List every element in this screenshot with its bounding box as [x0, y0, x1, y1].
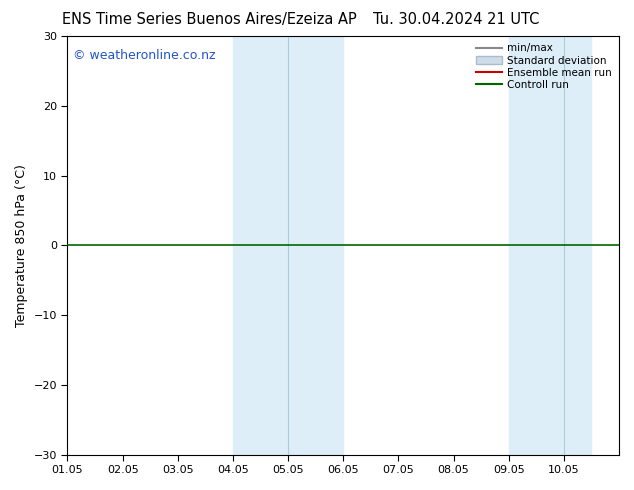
Bar — [508, 36, 592, 455]
Text: ENS Time Series Buenos Aires/Ezeiza AP: ENS Time Series Buenos Aires/Ezeiza AP — [62, 12, 356, 27]
Text: Tu. 30.04.2024 21 UTC: Tu. 30.04.2024 21 UTC — [373, 12, 540, 27]
Y-axis label: Temperature 850 hPa (°C): Temperature 850 hPa (°C) — [15, 164, 28, 327]
Legend: min/max, Standard deviation, Ensemble mean run, Controll run: min/max, Standard deviation, Ensemble me… — [474, 41, 614, 92]
Text: © weatheronline.co.nz: © weatheronline.co.nz — [73, 49, 216, 62]
Bar — [233, 36, 343, 455]
